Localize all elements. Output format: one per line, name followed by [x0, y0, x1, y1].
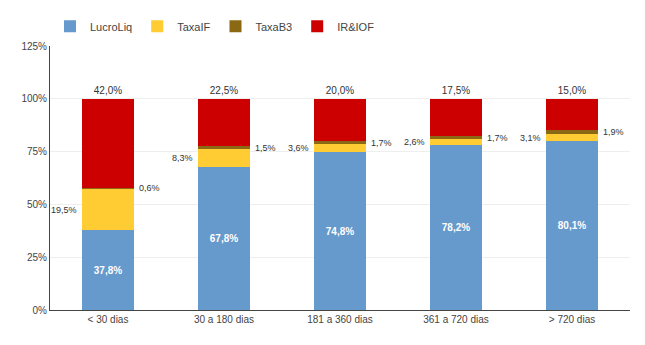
svg-text:100%: 100% — [21, 93, 47, 104]
svg-text:15,0%: 15,0% — [558, 85, 586, 96]
svg-text:42,0%: 42,0% — [94, 85, 122, 96]
svg-text:1,5%: 1,5% — [255, 143, 276, 153]
svg-text:78,2%: 78,2% — [442, 222, 470, 233]
svg-text:19,5%: 19,5% — [51, 205, 77, 215]
svg-text:80,1%: 80,1% — [558, 220, 586, 231]
svg-text:< 30 dias: < 30 dias — [88, 314, 129, 325]
svg-text:1,7%: 1,7% — [487, 133, 508, 143]
svg-text:30 a 180 dias: 30 a 180 dias — [194, 314, 254, 325]
svg-text:22,5%: 22,5% — [210, 85, 238, 96]
svg-text:125%: 125% — [21, 41, 47, 52]
svg-text:2,6%: 2,6% — [404, 137, 425, 147]
svg-text:20,0%: 20,0% — [326, 85, 354, 96]
svg-text:3,6%: 3,6% — [288, 143, 309, 153]
svg-text:50%: 50% — [27, 199, 47, 210]
svg-text:17,5%: 17,5% — [442, 85, 470, 96]
svg-text:> 720 dias: > 720 dias — [549, 314, 595, 325]
svg-text:0%: 0% — [33, 305, 48, 316]
svg-text:1,7%: 1,7% — [371, 138, 392, 148]
svg-text:IR&IOF: IR&IOF — [337, 21, 374, 33]
svg-text:8,3%: 8,3% — [172, 153, 193, 163]
svg-text:TaxaIF: TaxaIF — [177, 21, 210, 33]
svg-text:75%: 75% — [27, 146, 47, 157]
svg-text:TaxaB3: TaxaB3 — [255, 21, 292, 33]
svg-text:1,9%: 1,9% — [603, 127, 624, 137]
svg-text:LucroLiq: LucroLiq — [90, 21, 132, 33]
svg-text:37,8%: 37,8% — [94, 265, 122, 276]
svg-text:361 a 720 dias: 361 a 720 dias — [423, 314, 489, 325]
svg-text:25%: 25% — [27, 252, 47, 263]
svg-text:67,8%: 67,8% — [210, 233, 238, 244]
svg-text:0,6%: 0,6% — [139, 183, 160, 193]
svg-text:181 a 360 dias: 181 a 360 dias — [307, 314, 373, 325]
svg-text:3,1%: 3,1% — [520, 133, 541, 143]
svg-text:74,8%: 74,8% — [326, 226, 354, 237]
